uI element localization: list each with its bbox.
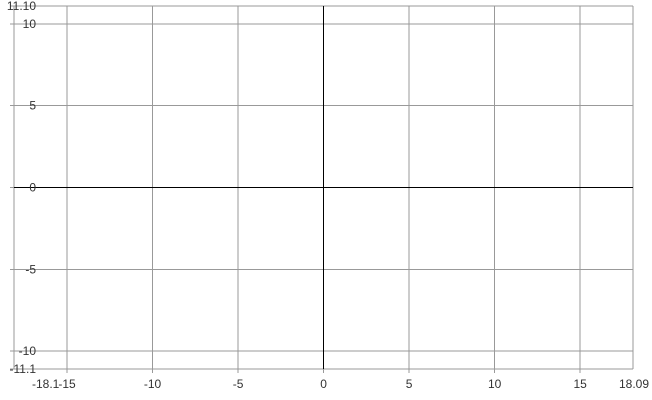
x-tick-label: 10	[488, 377, 502, 391]
y-tick-label: -10	[19, 344, 37, 358]
x-min-label: -18.1	[32, 377, 60, 391]
tick-labels: -15 -10 -5 0 5 10 15 -18.1 18.09 -10 -5 0 5 10 11.10 -1…	[7, 0, 649, 391]
y-tick-label: -5	[25, 262, 36, 276]
x-tick-label: -10	[144, 377, 162, 391]
x-tick-label: -5	[233, 377, 244, 391]
x-max-label: 18.09	[619, 377, 649, 391]
x-tick-label: 0	[320, 377, 327, 391]
x-tick-label: 5	[406, 377, 413, 391]
axes	[10, 5, 633, 373]
y-min-label: -11.1	[10, 362, 37, 376]
y-tick-label: 10	[23, 17, 37, 31]
x-tick-label: -15	[58, 377, 76, 391]
y-tick-label: 0	[29, 181, 36, 195]
y-tick-label: 5	[29, 99, 36, 113]
x-tick-label: 15	[573, 377, 587, 391]
y-max-label: 11.10	[7, 0, 36, 13]
